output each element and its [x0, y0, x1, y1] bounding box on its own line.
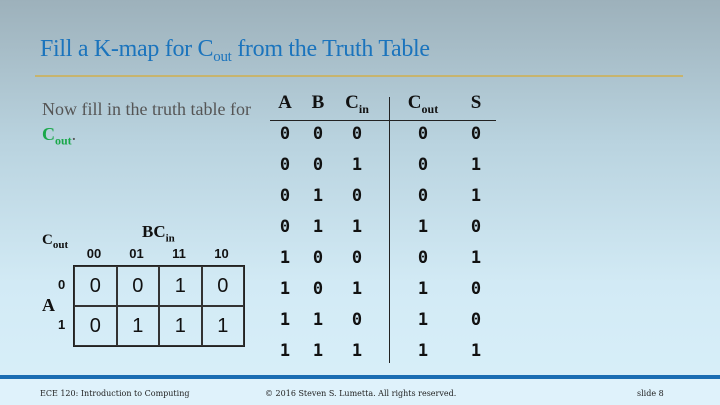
table-cell: 1 [470, 341, 482, 361]
table-cell: 1 [351, 279, 363, 299]
table-cell: 1 [417, 217, 429, 237]
table-cell: 1 [351, 155, 363, 175]
cout-sub: out [55, 133, 72, 148]
table-divider [389, 97, 390, 363]
kmap-row-var: A [42, 295, 55, 315]
kmap-cell: 0 [74, 266, 117, 306]
table-cell: 0 [279, 155, 291, 175]
table-cell: 1 [312, 186, 324, 206]
table-cell: 0 [312, 124, 324, 144]
kmap-name-sub: out [52, 239, 69, 251]
kmap-cell: 0 [116, 266, 159, 306]
kmap-cell: 1 [201, 306, 244, 346]
table-cell: 1 [351, 341, 363, 361]
col-var-main: BC [142, 222, 166, 241]
table-cell: 0 [279, 186, 291, 206]
table-cell: 1 [470, 248, 482, 268]
kmap-row-label: 1 [58, 317, 66, 332]
table-cell: 0 [417, 124, 429, 144]
title-text-end: from the Truth Table [231, 36, 430, 62]
header-main: C [345, 92, 359, 113]
table-header: A [265, 92, 305, 117]
table-header: B [298, 92, 338, 117]
table-cell: 0 [470, 217, 482, 237]
col-var-sub: in [165, 232, 175, 245]
title-text: Fill a K-map for C [40, 36, 214, 62]
table-cell: 0 [470, 124, 482, 144]
table-cell: 0 [312, 248, 324, 268]
kmap-row-label: 0 [58, 277, 66, 292]
kmap-col-label: 00 [86, 246, 102, 261]
kmap-cell: 1 [116, 306, 159, 346]
header-main: B [311, 92, 325, 113]
table-cell: 0 [279, 124, 291, 144]
kmap-cell: 1 [159, 306, 202, 346]
table-cell: 1 [312, 341, 324, 361]
header-sub: in [358, 101, 369, 116]
table-cell: 1 [417, 341, 429, 361]
kmap-cell: 0 [74, 306, 117, 346]
table-cell: 0 [417, 186, 429, 206]
table-cell: 1 [470, 155, 482, 175]
kmap-cell: 1 [159, 266, 202, 306]
header-main: C [407, 92, 422, 113]
cout-var: C [42, 124, 55, 144]
table-cell: 1 [279, 279, 291, 299]
table-cell: 0 [312, 279, 324, 299]
slide-number: slide 8 [637, 389, 664, 398]
kmap-col-var: BCin [142, 222, 175, 244]
kmap-name: Cout [42, 232, 68, 251]
table-cell: 1 [470, 186, 482, 206]
footer-bar [0, 375, 720, 379]
table-cell: 1 [279, 341, 291, 361]
kmap-col-label: 11 [172, 246, 186, 261]
table-cell: 0 [417, 155, 429, 175]
table-cell: 0 [312, 155, 324, 175]
table-header: Cout [403, 92, 443, 117]
footer-copyright: © 2016 Steven S. Lumetta. All rights res… [265, 389, 457, 398]
table-cell: 1 [351, 217, 363, 237]
table-cell: 0 [351, 248, 363, 268]
header-sub: out [421, 101, 439, 116]
table-cell: 1 [312, 310, 324, 330]
table-cell: 0 [351, 124, 363, 144]
table-cell: 0 [417, 248, 429, 268]
title-rule [35, 75, 683, 77]
table-header-rule [270, 120, 496, 121]
table-cell: 0 [470, 310, 482, 330]
title-subscript: out [213, 49, 232, 65]
cout-highlight: Cout [42, 124, 72, 148]
table-cell: 0 [351, 186, 363, 206]
header-main: S [470, 92, 482, 113]
table-cell: 1 [279, 310, 291, 330]
kmap-col-label: 01 [129, 246, 144, 261]
prompt-text: Now fill in the truth table for Cout. [42, 97, 262, 154]
table-cell: 1 [417, 310, 429, 330]
table-cell: 0 [470, 279, 482, 299]
table-cell: 0 [351, 310, 363, 330]
kmap-col-label: 10 [214, 246, 229, 261]
slide-title: Fill a K-map for Cout from the Truth Tab… [40, 36, 430, 66]
prompt-body: Now fill in the truth table for [42, 99, 251, 119]
table-header: Cin [337, 92, 377, 117]
kmap-name-main: C [42, 232, 53, 248]
header-main: A [278, 92, 292, 113]
table-cell: 1 [312, 217, 324, 237]
table-cell: 1 [279, 248, 291, 268]
table-cell: 0 [279, 217, 291, 237]
prompt-end: . [71, 124, 77, 144]
table-header: S [456, 92, 496, 117]
table-cell: 1 [417, 279, 429, 299]
footer [0, 379, 720, 405]
footer-course: ECE 120: Introduction to Computing [40, 389, 190, 398]
kmap-cell: 0 [201, 266, 244, 306]
